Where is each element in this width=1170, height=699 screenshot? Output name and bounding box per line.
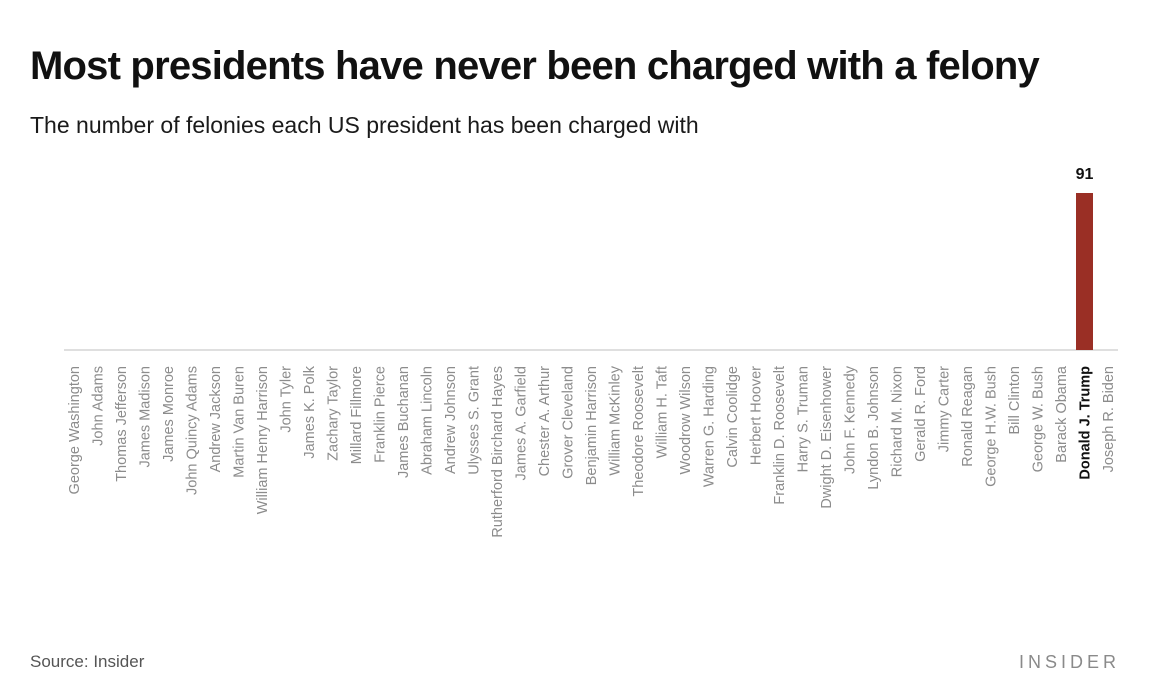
category-label: Rutherford Birchard Hayes [490,366,506,538]
category-label: John Adams [91,366,107,446]
category-label: Calvin Coolidge [725,366,741,468]
source-note: Source: Insider [30,652,144,672]
category-label: Grover Cleveland [561,366,577,479]
category-label: George W. Bush [1031,366,1047,472]
category-label: William Henry Harrison [255,366,271,514]
category-label: Martin Van Buren [232,366,248,478]
category-label: William H. Taft [655,366,671,458]
category-label: Joseph R. Biden [1101,366,1117,472]
source-value: Insider [93,652,145,671]
category-label: Warren G. Harding [702,366,718,487]
data-label: 91 [1076,166,1094,183]
category-label: Franklin D. Roosevelt [772,366,788,505]
category-label: Gerald R. Ford [913,366,929,462]
category-label: John F. Kennedy [843,365,859,474]
chart-title: Most presidents have never been charged … [30,44,1040,88]
category-label: William McKinley [608,365,624,475]
category-label: John Tyler [279,366,295,433]
category-label: Dwight D. Eisenhower [819,366,835,509]
category-label: Richard M. Nixon [890,366,906,477]
category-label: Ronald Reagan [960,366,976,467]
insider-logo: INSIDER [1018,652,1120,672]
category-label: James Madison [138,366,154,468]
bar-chart: George Washington John Adams Thomas Jeffer… [64,166,1118,538]
category-label: Chester A. Arthur [537,366,553,477]
category-label: Herbert Hoover [749,366,765,465]
category-label: James K. Polk [302,365,318,458]
category-label: Andrew Jackson [208,366,224,472]
bar [1076,193,1093,350]
category-label: Bill Clinton [1007,366,1023,435]
category-label: Thomas Jefferson [114,366,130,482]
category-label: Harry S. Truman [796,366,812,472]
category-label: Abraham Lincoln [420,366,436,475]
category-label: James Buchanan [396,366,412,478]
category-label: Andrew Johnson [443,366,459,474]
chart-subtitle: The number of felonies each US president… [30,112,699,138]
category-label: George H.W. Bush [984,366,1000,487]
category-label: John Quincy Adams [185,366,201,495]
category-label: Millard Fillmore [349,366,365,464]
category-label: Benjamin Harrison [584,366,600,485]
source-label: Source: [30,652,89,671]
category-label: Woodrow Wilson [678,366,694,475]
category-label: Franklin Pierce [373,366,389,463]
category-label: Theodore Roosevelt [631,366,647,497]
category-label: Jimmy Carter [937,366,953,452]
category-label: Barack Obama [1054,365,1070,463]
category-label: James A. Garfield [514,366,530,480]
category-label: Ulysses S. Grant [467,366,483,475]
category-label: Zachary Taylor [326,366,342,461]
category-label: Lyndon B. Johnson [866,366,882,490]
category-label: Donald J. Trump [1078,366,1094,480]
category-label: James Monroe [161,366,177,462]
category-label: George Washington [67,366,83,494]
